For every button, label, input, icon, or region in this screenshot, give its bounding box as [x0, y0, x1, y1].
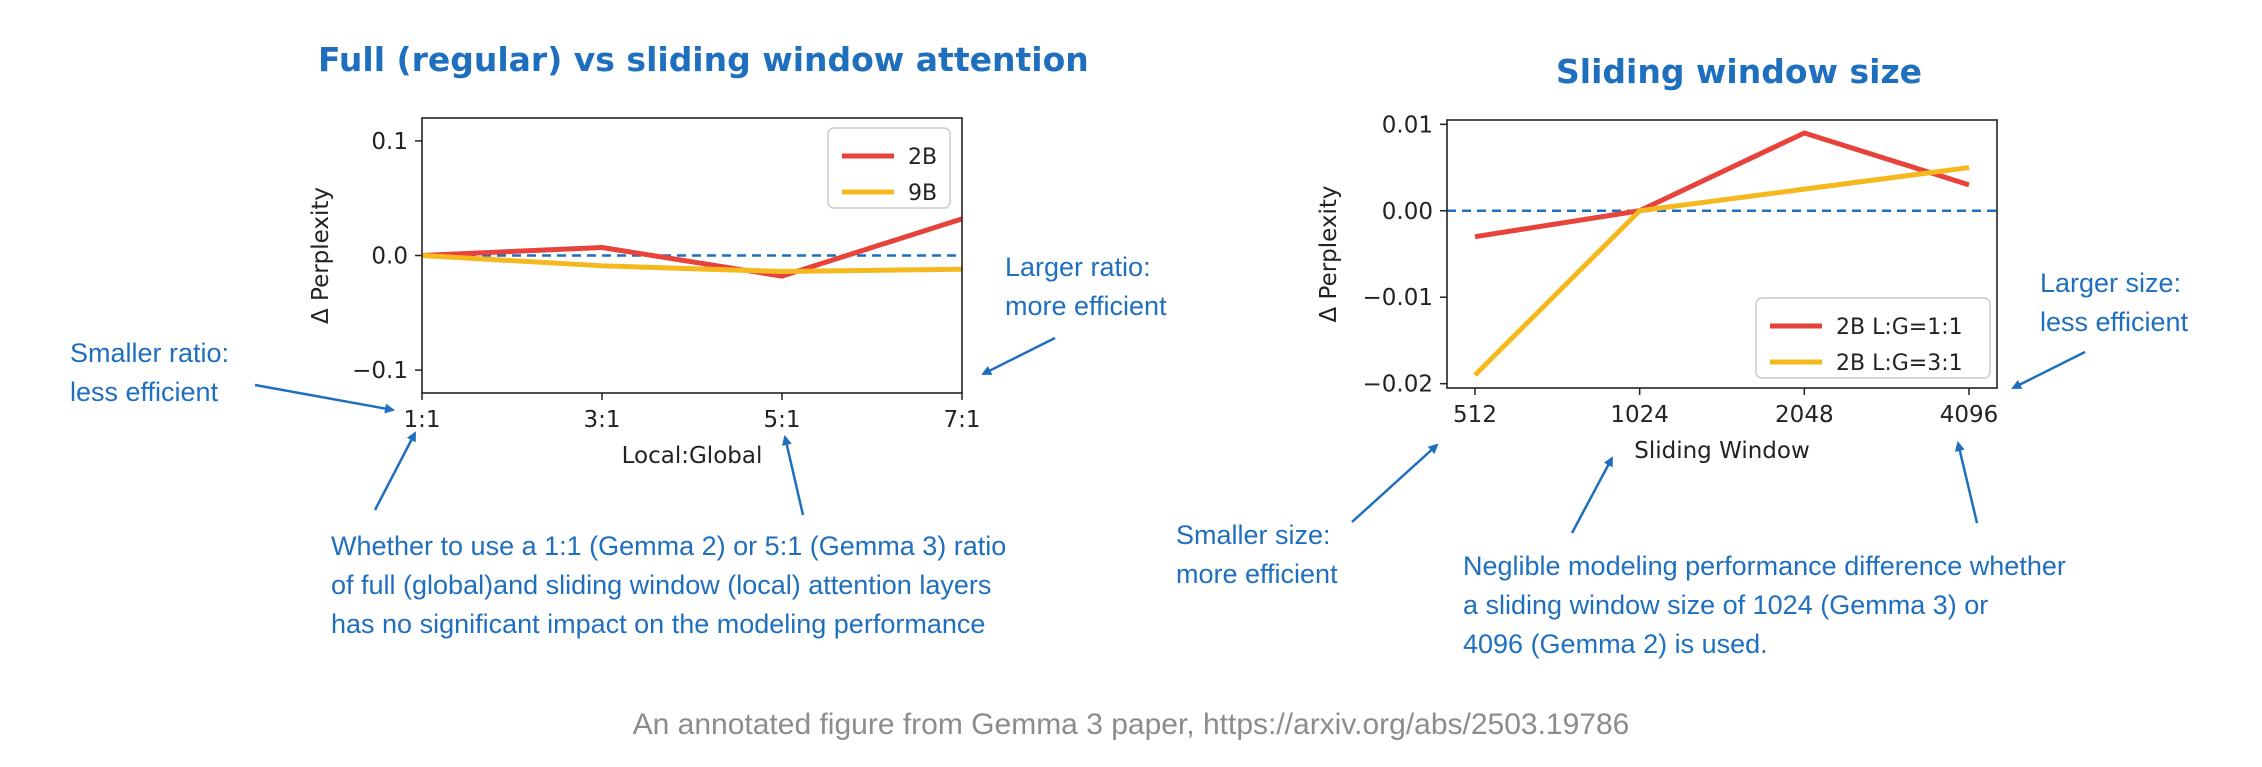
legend-label: 2B L:G=1:1	[1836, 315, 1963, 340]
legend-label: 2B L:G=3:1	[1836, 351, 1963, 376]
left-chart-title: Full (regular) vs sliding window attenti…	[318, 40, 1089, 79]
note-line: less efficient	[70, 377, 219, 407]
series-line-1	[1473, 165, 1970, 377]
legend-label: 9B	[908, 181, 937, 206]
note-line: Smaller ratio:	[70, 338, 230, 368]
x-tick-label: 2048	[1775, 402, 1834, 428]
note-line: has no significant impact on the modelin…	[331, 609, 986, 639]
note-line: Whether to use a 1:1 (Gemma 2) or 5:1 (G…	[331, 531, 1007, 561]
y-tick-label: −0.02	[1363, 372, 1433, 398]
x-tick-label: 7:1	[943, 407, 980, 433]
x-axis-label: Sliding Window	[1634, 438, 1810, 464]
legend-box	[1755, 297, 1991, 379]
x-tick-label: 1024	[1610, 402, 1669, 428]
figure-caption: An annotated figure from Gemma 3 paper, …	[632, 708, 1630, 741]
note-smaller-size: Smaller size: more efficient	[1176, 516, 1338, 594]
x-axis-label: Local:Global	[622, 443, 763, 469]
note-line: Larger ratio:	[1005, 252, 1151, 282]
arrow-larger-size	[2011, 350, 2086, 390]
note-bottom-right: Neglible modeling performance difference…	[1463, 547, 2066, 664]
note-larger-size: Larger size: less efficient	[2040, 264, 2188, 342]
legend-label: 2B	[908, 145, 937, 170]
series-line-0	[1474, 130, 1970, 240]
y-tick-label: 0.01	[1382, 112, 1433, 138]
y-tick-label: −0.1	[352, 358, 408, 384]
note-smaller-ratio: Smaller ratio: less efficient	[70, 334, 229, 412]
x-tick-label: 5:1	[763, 407, 800, 433]
note-line: Smaller size:	[1176, 520, 1331, 550]
x-tick-label: 3:1	[583, 407, 620, 433]
note-line: a sliding window size of 1024 (Gemma 3) …	[1463, 590, 1989, 620]
note-line: 4096 (Gemma 2) is used.	[1463, 629, 1768, 659]
note-line: Larger size:	[2040, 268, 2182, 298]
right-chart-title: Sliding window size	[1556, 52, 1923, 91]
series-line-1	[421, 253, 963, 275]
legend-box	[827, 127, 951, 209]
note-line: of full (global)and sliding window (loca…	[331, 570, 992, 600]
note-bottom-left: Whether to use a 1:1 (Gemma 2) or 5:1 (G…	[331, 527, 1006, 644]
note-line: Neglible modeling performance difference…	[1463, 551, 2066, 581]
y-tick-label: 0.1	[371, 129, 408, 155]
series-line-0	[421, 216, 963, 279]
right-chart: 0.01 0.00 −0.01 −0.02 512 1024 2048 4096 Sliding…	[1316, 112, 1999, 464]
y-axis-label: Δ Perplexity	[308, 187, 334, 324]
left-chart: 0.1 0.0 −0.1 1:1 3:1 5:1 7:1 Local:Global Δ Perp…	[308, 117, 981, 469]
x-tick-label: 1:1	[403, 407, 440, 433]
y-tick-label: 0.0	[371, 244, 408, 270]
x-tick-label: 512	[1453, 402, 1497, 428]
note-line: more efficient	[1176, 559, 1338, 589]
y-tick-label: −0.01	[1363, 285, 1433, 311]
note-line: less efficient	[2040, 307, 2189, 337]
note-larger-ratio: Larger ratio: more efficient	[1005, 248, 1167, 326]
legend: 2B L:G=1:1 2B L:G=3:1	[1755, 297, 1991, 379]
x-tick-label: 4096	[1940, 402, 1999, 428]
plot-frame	[1446, 119, 1998, 389]
y-tick-label: 0.00	[1382, 199, 1433, 225]
y-axis-label: Δ Perplexity	[1316, 185, 1342, 322]
note-line: more efficient	[1005, 291, 1167, 321]
